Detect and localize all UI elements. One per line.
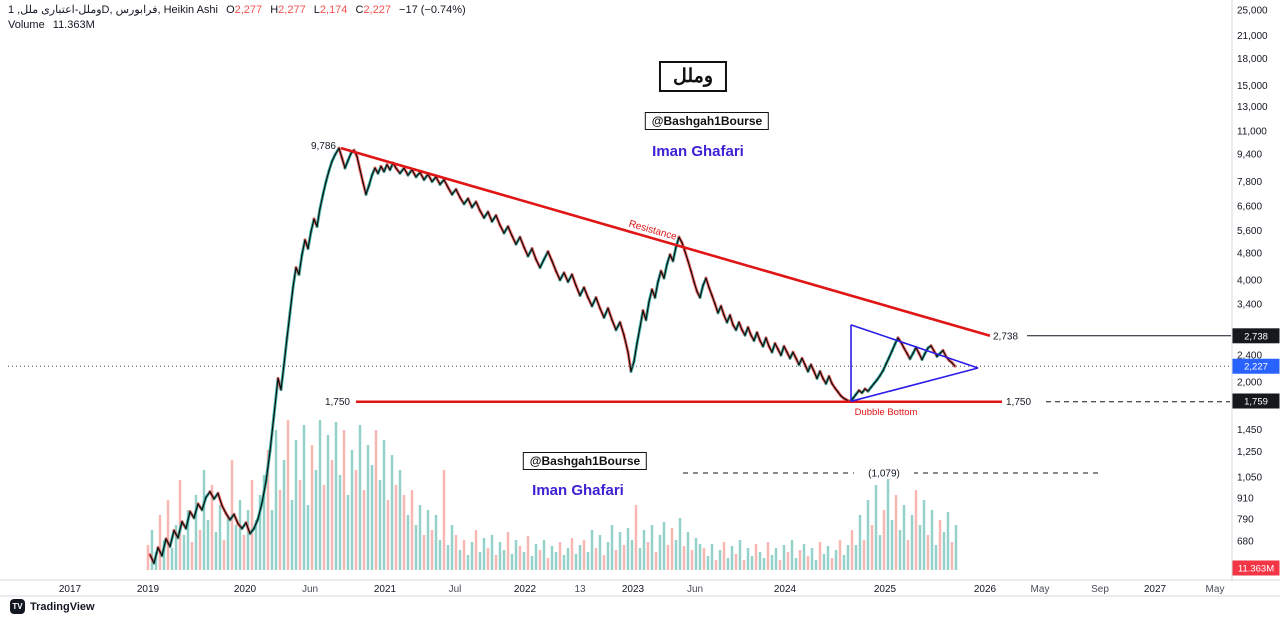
time-axis-label: 2026 bbox=[974, 584, 997, 595]
price-axis-badge: 2,227 bbox=[1232, 358, 1280, 374]
time-axis-label: Jun bbox=[302, 584, 318, 595]
price-axis-label: 1,050 bbox=[1237, 472, 1262, 483]
price-axis-label: 5,600 bbox=[1237, 226, 1262, 237]
volume-value: 11.363M bbox=[52, 19, 95, 31]
price-series[interactable] bbox=[148, 146, 957, 565]
price-axis-label: 9,400 bbox=[1237, 150, 1262, 161]
close-label: C bbox=[355, 4, 364, 16]
author-watermark-top[interactable]: Iman Ghafari bbox=[652, 143, 744, 160]
price-axis-label: 680 bbox=[1237, 537, 1254, 548]
price-axis-badge: 11.363M bbox=[1232, 560, 1280, 576]
time-axis-label: 2017 bbox=[59, 584, 82, 595]
svg-text:11.363M: 11.363M bbox=[1238, 564, 1274, 575]
time-axis-label: 2019 bbox=[137, 584, 160, 595]
price-axis-label: 4,000 bbox=[1237, 275, 1262, 286]
price-axis[interactable]: 25,000 21,000 18,000 15,000 13,000 11,000 9,40… bbox=[1232, 6, 1280, 576]
open-label: O bbox=[226, 4, 235, 16]
time-axis-label: Sep bbox=[1091, 584, 1109, 595]
time-axis-label: May bbox=[1031, 584, 1050, 595]
level-1079-label: (1,079) bbox=[868, 468, 900, 479]
double-bottom-label[interactable]: Dubble Bottom bbox=[855, 407, 918, 418]
price-axis-label: 910 bbox=[1237, 494, 1254, 505]
peak-price-label[interactable]: 9,786 bbox=[311, 141, 336, 152]
time-axis-label: 13 bbox=[574, 584, 586, 595]
price-axis-label: 4,800 bbox=[1237, 249, 1262, 260]
level-1079[interactable]: (1,079) bbox=[683, 465, 1100, 480]
high-label: H bbox=[270, 4, 279, 16]
target-label: 2,738 bbox=[993, 331, 1018, 342]
time-axis-label: 2021 bbox=[374, 584, 397, 595]
time-axis-label: 2024 bbox=[774, 584, 797, 595]
low-label: L bbox=[313, 4, 320, 16]
time-axis-label: 2020 bbox=[234, 584, 257, 595]
price-axis-label: 11,000 bbox=[1237, 126, 1267, 137]
support-line[interactable]: 1,750 1,750 bbox=[325, 397, 1230, 408]
tradingview-logo-text: TradingView bbox=[30, 600, 95, 613]
handle-watermark-top[interactable]: @Bashgah1Bourse bbox=[644, 112, 770, 130]
time-axis-label: 2022 bbox=[514, 584, 537, 595]
close-value: 2,227 bbox=[363, 4, 391, 16]
handle-watermark-bottom[interactable]: @Bashgah1Bourse bbox=[522, 452, 648, 470]
price-axis-label: 13,000 bbox=[1237, 102, 1268, 113]
price-axis-badge: 2,738 bbox=[1232, 328, 1280, 344]
price-axis-label: 7,800 bbox=[1237, 177, 1262, 188]
svg-text:2,738: 2,738 bbox=[1244, 331, 1268, 342]
price-axis-label: 3,400 bbox=[1237, 299, 1262, 310]
support-label-right: 1,750 bbox=[1006, 397, 1031, 408]
price-axis-label: 15,000 bbox=[1237, 81, 1268, 92]
price-axis-badge: 1,759 bbox=[1232, 393, 1280, 409]
time-axis-label: Jun bbox=[687, 584, 703, 595]
time-axis-label: Jul bbox=[449, 584, 462, 595]
price-axis-label: 1,250 bbox=[1237, 447, 1262, 458]
price-axis-label: 25,000 bbox=[1237, 6, 1268, 17]
low-value: 2,174 bbox=[319, 4, 348, 16]
high-value: 2,277 bbox=[278, 4, 306, 16]
author-watermark-bottom[interactable]: Iman Ghafari bbox=[532, 482, 624, 499]
price-axis-label: 1,450 bbox=[1237, 425, 1262, 436]
volume-label[interactable]: Volume bbox=[8, 19, 45, 31]
price-axis-label: 790 bbox=[1237, 514, 1254, 525]
time-axis-label: 2023 bbox=[622, 584, 645, 595]
price-axis-label: 6,600 bbox=[1237, 202, 1262, 213]
target-line[interactable]: 2,738 bbox=[993, 331, 1231, 342]
pane-separators bbox=[0, 0, 1280, 597]
svg-text:1,759: 1,759 bbox=[1244, 396, 1268, 407]
support-label-left: 1,750 bbox=[325, 397, 350, 408]
symbol-row: وملل-اعتباری ملل, 1D, فرابورس, Heikin As… bbox=[8, 3, 466, 18]
symbol-title[interactable]: وملل-اعتباری ملل, 1D, فرابورس, Heikin As… bbox=[8, 4, 218, 16]
svg-text:2,227: 2,227 bbox=[1244, 362, 1268, 373]
time-axis-label: 2025 bbox=[874, 584, 897, 595]
symbol-watermark-box[interactable]: وملل bbox=[658, 61, 728, 92]
tradingview-logo[interactable]: TV TradingView bbox=[10, 599, 95, 614]
triangle-pattern[interactable] bbox=[850, 324, 979, 403]
resistance-trendline[interactable]: Resistance bbox=[340, 146, 991, 338]
change-value: −17 (−0.74%) bbox=[399, 4, 466, 16]
open-value: 2,277 bbox=[234, 4, 263, 16]
price-axis-label: 2,000 bbox=[1237, 378, 1262, 389]
tradingview-logo-icon: TV bbox=[10, 599, 25, 614]
time-axis[interactable]: 2017 2019 2020 Jun 2021 Jul 2022 13 2023 Jun 2024 2… bbox=[59, 584, 1225, 595]
chart-legend: وملل-اعتباری ملل, 1D, فرابورس, Heikin As… bbox=[8, 3, 466, 33]
time-axis-label: 2027 bbox=[1144, 584, 1167, 595]
price-axis-label: 21,000 bbox=[1237, 31, 1268, 42]
price-axis-label: 18,000 bbox=[1237, 54, 1268, 65]
volume-row: Volume 11.363M bbox=[8, 18, 466, 33]
price-axis-label: 2,400 bbox=[1237, 351, 1262, 362]
time-axis-label: May bbox=[1206, 584, 1225, 595]
